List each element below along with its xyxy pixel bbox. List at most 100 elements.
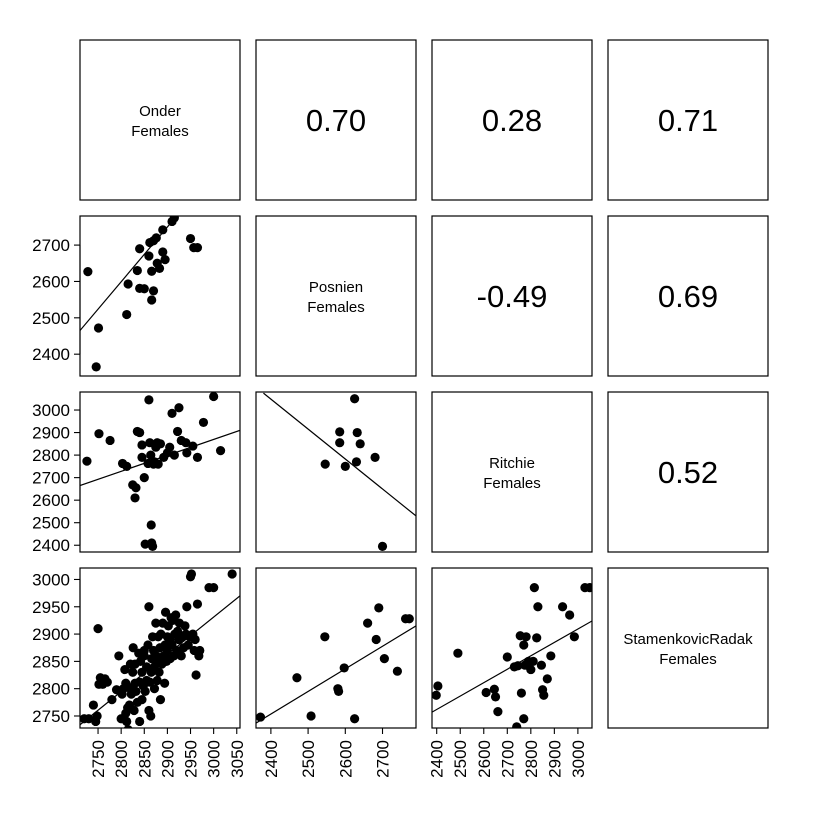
data-point (546, 651, 556, 661)
data-point (82, 456, 92, 466)
data-point (339, 663, 349, 673)
data-point (195, 645, 205, 656)
panel-frame-r3-c3 (607, 567, 769, 729)
variable-sublabel: Females (131, 123, 189, 140)
data-point (335, 438, 345, 448)
y-tick-label: 2400 (32, 345, 70, 364)
data-point (188, 441, 198, 451)
data-point (198, 417, 209, 428)
data-point (516, 688, 527, 698)
panel-frame-r1-c3 (607, 215, 769, 377)
x-tick-label: 2400 (262, 740, 281, 778)
data-point (132, 265, 142, 276)
data-point (167, 408, 177, 419)
data-point (192, 599, 203, 609)
data-point (519, 714, 529, 724)
data-point (146, 450, 156, 460)
panel-frame-r1-c1 (255, 215, 417, 377)
data-point (565, 610, 575, 620)
data-point (557, 602, 568, 612)
panel-frame-r1-c0 (79, 215, 241, 377)
data-point (107, 695, 117, 705)
data-point (155, 439, 166, 449)
x-tick-label: 2600 (475, 740, 494, 778)
data-point (152, 675, 162, 686)
data-point (351, 457, 362, 467)
data-point (529, 583, 539, 593)
data-point (181, 438, 191, 448)
x-tick-label: 2400 (428, 740, 447, 778)
data-point (352, 427, 362, 438)
x-tick-label: 2700 (374, 740, 393, 778)
y-tick-label: 2700 (32, 236, 70, 255)
data-point (371, 634, 381, 645)
data-point (350, 714, 360, 724)
data-point (176, 651, 186, 661)
data-point (148, 541, 158, 551)
data-point (432, 690, 441, 700)
data-point (481, 687, 491, 698)
data-point (131, 686, 141, 697)
data-point (569, 632, 579, 642)
data-point (192, 243, 203, 253)
correlation-value: 0.69 (658, 279, 718, 314)
panel-frame-r0-c2 (431, 39, 593, 201)
data-point (192, 452, 203, 462)
data-point (191, 670, 201, 680)
scatter-panel-r3-c0 (80, 569, 240, 728)
x-tick-label: 3000 (569, 740, 588, 778)
y-tick-label: 2700 (32, 469, 70, 488)
data-point (123, 279, 133, 289)
data-point (140, 686, 150, 697)
x-tick-label: 2700 (498, 740, 517, 778)
data-point (433, 681, 443, 691)
data-point (130, 493, 140, 503)
data-point (521, 632, 531, 642)
data-point (145, 677, 155, 687)
data-point (209, 392, 219, 402)
y-tick-label: 2750 (32, 707, 70, 726)
data-point (123, 725, 133, 728)
data-point (292, 673, 302, 683)
data-point (158, 225, 168, 235)
data-point (149, 684, 160, 694)
data-point (169, 450, 179, 460)
data-point (137, 440, 147, 450)
data-point (93, 624, 103, 634)
data-point (533, 602, 543, 612)
data-point (370, 452, 380, 462)
panel-frame-r2-c1 (255, 391, 417, 553)
y-tick-label: 2800 (32, 446, 70, 465)
data-point (122, 309, 132, 320)
y-tick-label: 2900 (32, 424, 70, 443)
data-point (512, 722, 522, 728)
data-point (146, 711, 156, 721)
x-tick-label: 2950 (182, 740, 201, 778)
data-point (151, 233, 161, 243)
data-point (185, 233, 196, 244)
panel-frame-r2-c0 (79, 391, 241, 553)
data-point (536, 660, 547, 670)
x-tick-label: 2500 (299, 740, 318, 778)
correlation-value: 0.52 (658, 455, 718, 490)
data-point (404, 614, 414, 624)
data-point (490, 692, 501, 702)
correlation-value: -0.49 (477, 279, 548, 314)
data-point (128, 667, 138, 677)
data-point (209, 583, 219, 593)
data-point (135, 244, 145, 254)
data-point (172, 426, 183, 437)
x-tick-label: 2750 (89, 740, 108, 778)
data-point (350, 394, 360, 404)
y-tick-label: 3000 (32, 570, 70, 589)
variable-label: StamenkovicRadak (623, 631, 753, 648)
data-point (379, 654, 389, 664)
y-tick-label: 2600 (32, 491, 70, 510)
panel-frame-r0-c1 (255, 39, 417, 201)
panel-frame-r2-c2 (431, 391, 593, 553)
data-point (91, 362, 101, 372)
data-point (489, 684, 499, 694)
data-point (532, 633, 542, 643)
data-point (84, 714, 94, 724)
data-point (148, 286, 159, 296)
